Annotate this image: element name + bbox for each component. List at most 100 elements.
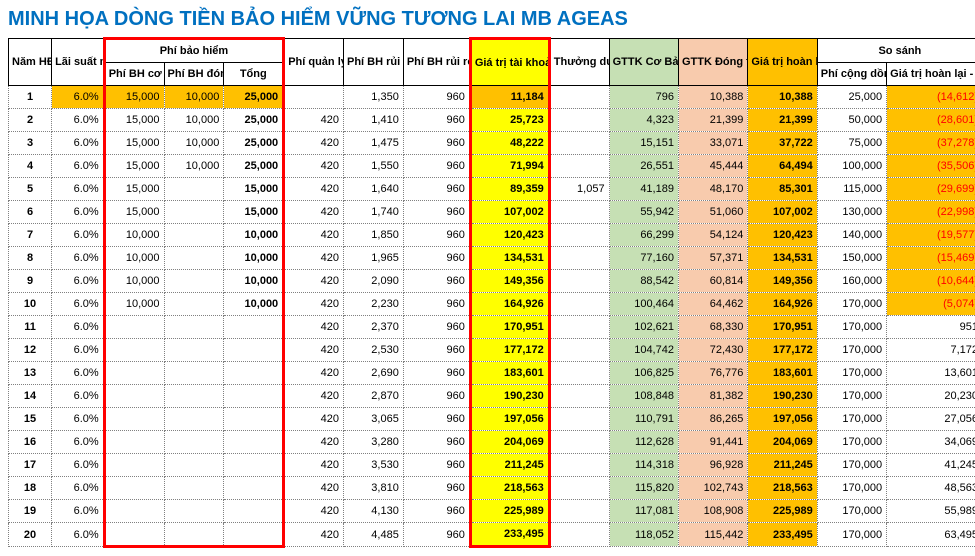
cell-dong: 48,170	[678, 178, 747, 201]
cell-pc: 170,000	[817, 339, 886, 362]
cell-t	[224, 477, 284, 500]
cell-cb: 15,000	[104, 132, 164, 155]
cell-bt: 960	[403, 431, 470, 454]
cell-ql: 420	[284, 385, 344, 408]
cell-sp: 3,530	[344, 454, 404, 477]
cell-cb: 10,000	[104, 293, 164, 316]
cell-gttk: 48,222	[470, 132, 549, 155]
cell-r: 6.0%	[52, 247, 105, 270]
cell-th	[549, 477, 609, 500]
table-row: 86.0%10,00010,0004201,965960134,53177,16…	[9, 247, 975, 270]
cell-t	[224, 454, 284, 477]
cell-co: 102,621	[609, 316, 678, 339]
h-bt: Phí BH rủi ro QLBH bổ trợ	[403, 39, 470, 86]
cell-gttk: 211,245	[470, 454, 549, 477]
h-phibh: Phí bảo hiểm	[104, 39, 283, 63]
illustration-table: Năm HĐ Lãi suất minh họa Phí bảo hiểm Ph…	[8, 37, 975, 548]
cell-co: 108,848	[609, 385, 678, 408]
cell-bt: 960	[403, 247, 470, 270]
cell-cb: 10,000	[104, 224, 164, 247]
h-thuong: Thưởng duy trì HĐ	[549, 39, 609, 86]
cell-hoan: 37,722	[748, 132, 817, 155]
h-sp: Phí BH rủi ro SP chính	[344, 39, 404, 86]
table-row: 116.0%4202,370960170,951102,62168,330170…	[9, 316, 975, 339]
cell-cb	[104, 362, 164, 385]
cell-gttk: 218,563	[470, 477, 549, 500]
h-lai: Lãi suất minh họa	[52, 39, 105, 86]
cell-sp: 1,850	[344, 224, 404, 247]
cell-bt: 960	[403, 109, 470, 132]
cell-th	[549, 523, 609, 547]
cell-y: 18	[9, 477, 52, 500]
cell-th	[549, 86, 609, 109]
cell-ss: 63,495	[887, 523, 975, 547]
h-dong: GTTK Đóng thêm	[678, 39, 747, 86]
cell-ss: 20,230	[887, 385, 975, 408]
cell-gttk: 204,069	[470, 431, 549, 454]
cell-y: 13	[9, 362, 52, 385]
cell-y: 8	[9, 247, 52, 270]
cell-r: 6.0%	[52, 431, 105, 454]
cell-th: 1,057	[549, 178, 609, 201]
cell-dong: 86,265	[678, 408, 747, 431]
cell-ql: 420	[284, 500, 344, 523]
cell-ql: 420	[284, 339, 344, 362]
cell-bt: 960	[403, 86, 470, 109]
cell-r: 6.0%	[52, 132, 105, 155]
cell-co: 4,323	[609, 109, 678, 132]
cell-ql: 420	[284, 109, 344, 132]
cell-sp: 2,690	[344, 362, 404, 385]
cell-cb	[104, 408, 164, 431]
cell-co: 77,160	[609, 247, 678, 270]
cell-cb: 15,000	[104, 201, 164, 224]
cell-dong: 76,776	[678, 362, 747, 385]
cell-th	[549, 132, 609, 155]
cell-sp: 1,640	[344, 178, 404, 201]
cell-pc: 140,000	[817, 224, 886, 247]
cell-th	[549, 270, 609, 293]
cell-dong: 72,430	[678, 339, 747, 362]
cell-dong: 81,382	[678, 385, 747, 408]
cell-hoan: 10,388	[748, 86, 817, 109]
cell-dong: 51,060	[678, 201, 747, 224]
cell-ss: 7,172	[887, 339, 975, 362]
cell-pc: 170,000	[817, 523, 886, 547]
cell-y: 16	[9, 431, 52, 454]
cell-t: 25,000	[224, 109, 284, 132]
cell-dong: 91,441	[678, 431, 747, 454]
cell-y: 6	[9, 201, 52, 224]
cell-r: 6.0%	[52, 224, 105, 247]
cell-ql: 420	[284, 316, 344, 339]
cell-ss: 34,069	[887, 431, 975, 454]
cell-pc: 25,000	[817, 86, 886, 109]
cell-y: 5	[9, 178, 52, 201]
page-title: MINH HỌA DÒNG TIỀN BẢO HIỂM VỮNG TƯƠNG L…	[8, 8, 975, 31]
h-hoan: Giá trị hoàn lại	[748, 39, 817, 86]
cell-dt	[164, 523, 224, 547]
cell-ss: 951	[887, 316, 975, 339]
cell-y: 9	[9, 270, 52, 293]
cell-gttk: 11,184	[470, 86, 549, 109]
cell-dong: 33,071	[678, 132, 747, 155]
cell-gttk: 170,951	[470, 316, 549, 339]
cell-dong: 68,330	[678, 316, 747, 339]
cell-y: 14	[9, 385, 52, 408]
cell-gttk: 71,994	[470, 155, 549, 178]
cell-cb: 10,000	[104, 270, 164, 293]
cell-ql: 420	[284, 408, 344, 431]
cell-hoan: 164,926	[748, 293, 817, 316]
cell-bt: 960	[403, 224, 470, 247]
cell-t: 25,000	[224, 86, 284, 109]
table-row: 156.0%4203,065960197,056110,79186,265197…	[9, 408, 975, 431]
cell-t: 10,000	[224, 270, 284, 293]
cell-r: 6.0%	[52, 500, 105, 523]
cell-ql: 420	[284, 270, 344, 293]
cell-y: 1	[9, 86, 52, 109]
cell-dt	[164, 362, 224, 385]
table-row: 26.0%15,00010,00025,0004201,41096025,723…	[9, 109, 975, 132]
cell-gttk: 25,723	[470, 109, 549, 132]
cell-cb: 15,000	[104, 86, 164, 109]
cell-th	[549, 385, 609, 408]
cell-r: 6.0%	[52, 270, 105, 293]
cell-ql: 420	[284, 523, 344, 547]
